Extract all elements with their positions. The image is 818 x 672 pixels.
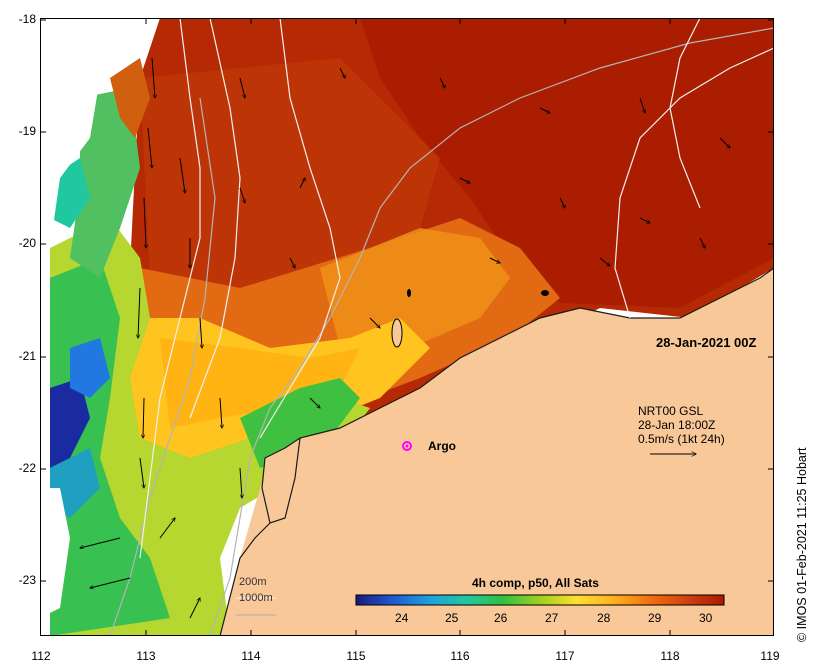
current-info-line: 0.5m/s (1kt 24h) (638, 432, 725, 446)
colorbar-title: 4h comp, p50, All Sats (472, 576, 599, 590)
land (220, 268, 774, 636)
argo-marker[interactable] (402, 441, 412, 451)
lon-tick: 114 (241, 649, 261, 663)
sst-map[interactable] (40, 18, 774, 636)
depth-contour-label: 200m (239, 576, 267, 588)
colorbar-tick: 24 (395, 611, 409, 625)
lat-tick: -20 (18, 236, 36, 250)
colorbar (355, 594, 725, 606)
lon-tick: 118 (660, 649, 680, 663)
colorbar-tick: 26 (494, 611, 508, 625)
argo-label: Argo (428, 439, 456, 453)
lat-tick: -18 (18, 12, 36, 26)
lat-tick: -23 (18, 573, 36, 587)
sst-map-canvas (40, 18, 774, 636)
lon-tick: 113 (136, 649, 156, 663)
current-info: NRT00 GSL 28-Jan 18:00Z 0.5m/s (1kt 24h) (638, 404, 725, 446)
colorbar-tick: 29 (648, 611, 662, 625)
lat-tick: -21 (18, 349, 36, 363)
colorbar-tick: 27 (545, 611, 559, 625)
lat-tick: -19 (18, 124, 36, 138)
colorbar-tick: 25 (445, 611, 459, 625)
imos-credit: © IMOS 01-Feb-2021 11:25 Hobart (795, 447, 809, 643)
lon-tick: 117 (555, 649, 575, 663)
colorbar-tick: 30 (699, 611, 713, 625)
current-info-line: NRT00 GSL (638, 404, 704, 418)
colorbar-tick: 28 (597, 611, 611, 625)
current-info-line: 28-Jan 18:00Z (638, 418, 716, 432)
lat-tick: -22 (18, 461, 36, 475)
depth-contour-label: 1000m (239, 592, 273, 604)
lon-tick: 112 (31, 649, 51, 663)
lon-tick: 119 (760, 649, 780, 663)
lon-tick: 115 (346, 649, 366, 663)
date-label: 28-Jan-2021 00Z (656, 335, 757, 350)
lon-tick: 116 (450, 649, 470, 663)
current-vectors (80, 57, 730, 619)
